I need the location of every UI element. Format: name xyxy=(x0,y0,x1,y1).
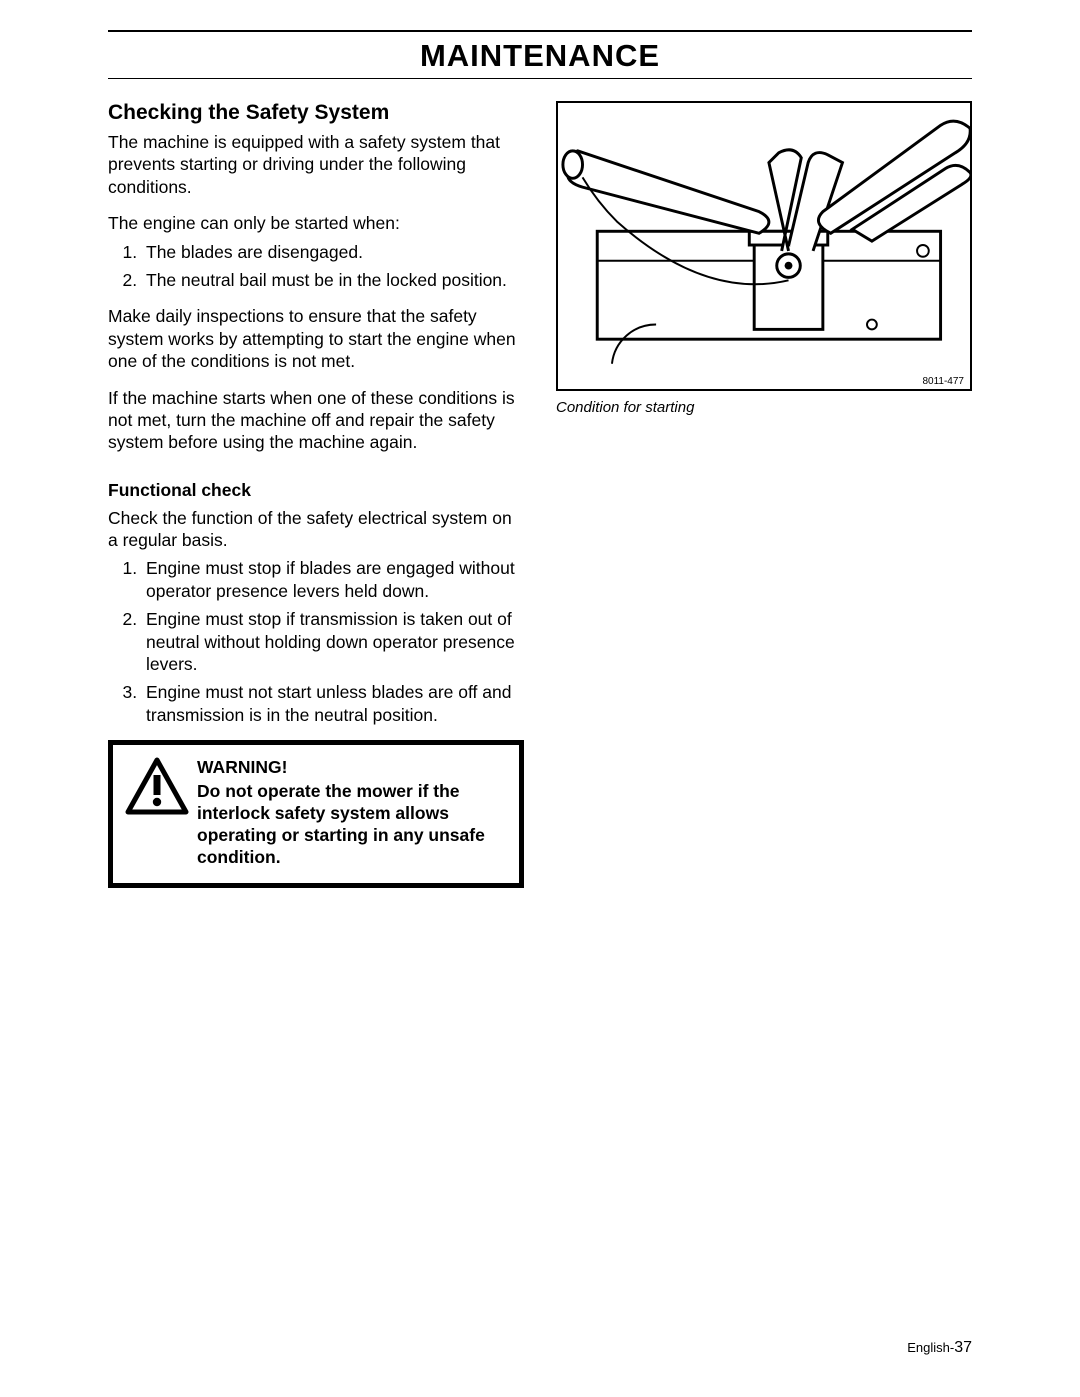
page-footer: English-37 xyxy=(907,1339,972,1357)
warning-title: WARNING! xyxy=(197,757,505,779)
functional-check-intro: Check the function of the safety electri… xyxy=(108,507,524,552)
list-item: Engine must stop if blades are engaged w… xyxy=(142,557,524,602)
figure-illustration: 8011-477 xyxy=(556,101,972,391)
mower-handle-illustration xyxy=(558,103,970,389)
list-item: Engine must stop if transmission is take… xyxy=(142,608,524,675)
warning-triangle-icon xyxy=(125,757,189,820)
start-conditions-intro: The engine can only be started when: xyxy=(108,212,524,234)
warning-body: Do not operate the mower if the interloc… xyxy=(197,781,505,869)
top-rule-thick xyxy=(108,30,972,32)
warning-box: WARNING! Do not operate the mower if the… xyxy=(108,740,524,887)
daily-inspection-paragraph: Make daily inspections to ensure that th… xyxy=(108,305,524,372)
figure-caption: Condition for starting xyxy=(556,399,972,416)
footer-language: English- xyxy=(907,1340,954,1355)
two-column-layout: Checking the Safety System The machine i… xyxy=(108,101,972,888)
start-conditions-list: The blades are disengaged. The neutral b… xyxy=(108,241,524,292)
list-item: The neutral bail must be in the locked p… xyxy=(142,269,524,291)
left-column: Checking the Safety System The machine i… xyxy=(108,101,524,888)
warning-text: WARNING! Do not operate the mower if the… xyxy=(197,757,505,868)
footer-page-number: 37 xyxy=(954,1339,972,1356)
manual-page: MAINTENANCE Checking the Safety System T… xyxy=(0,0,1080,938)
page-title: MAINTENANCE xyxy=(108,38,972,78)
top-rule-thin xyxy=(108,78,972,79)
functional-check-list: Engine must stop if blades are engaged w… xyxy=(108,557,524,726)
if-starts-paragraph: If the machine starts when one of these … xyxy=(108,387,524,454)
right-column: 8011-477 Condition for starting xyxy=(556,101,972,416)
section-heading: Checking the Safety System xyxy=(108,101,524,125)
figure-reference-number: 8011-477 xyxy=(922,376,964,387)
list-item: The blades are disengaged. xyxy=(142,241,524,263)
intro-paragraph: The machine is equipped with a safety sy… xyxy=(108,131,524,198)
functional-check-heading: Functional check xyxy=(108,480,524,501)
list-item: Engine must not start unless blades are … xyxy=(142,681,524,726)
